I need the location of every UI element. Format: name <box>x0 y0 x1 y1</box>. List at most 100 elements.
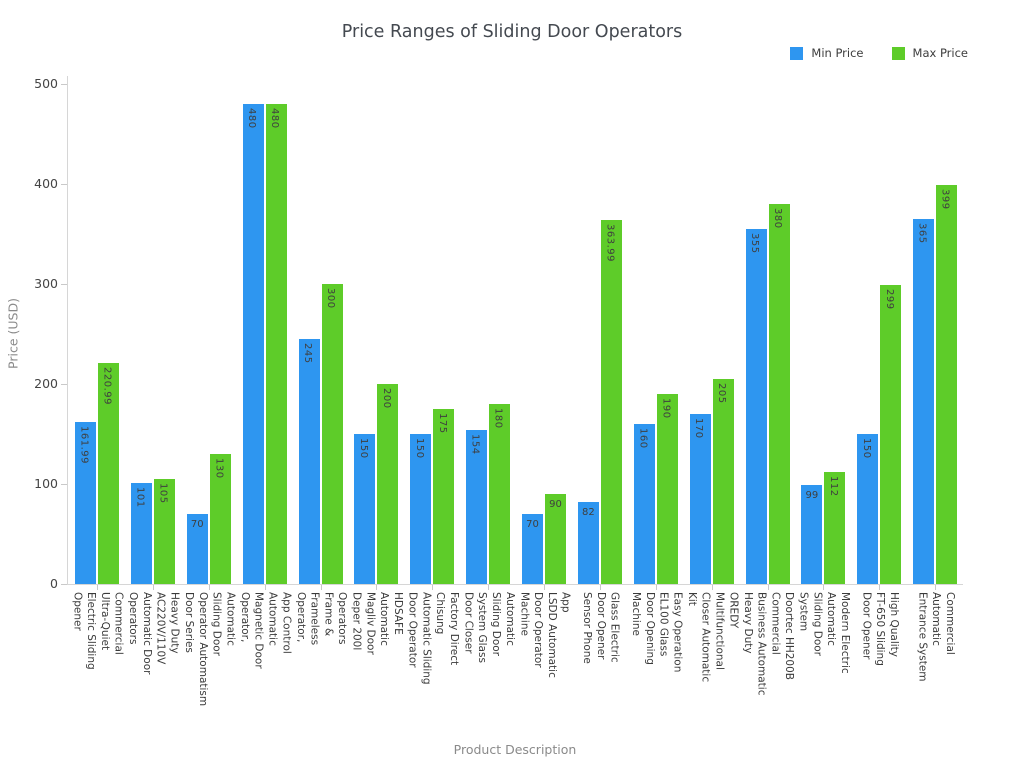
x-tick-mark <box>711 585 713 590</box>
x-tick-label: Easy Operation EL100 Glass Door Opening … <box>630 592 684 673</box>
x-tick-label: High Quality FT-650 Sliding Door Opener <box>860 592 900 666</box>
max-price-bar <box>545 494 567 584</box>
max-price-bar <box>600 220 622 584</box>
bar-value-label: 82 <box>582 507 595 518</box>
max-price-bar <box>265 104 287 584</box>
bar-value-label: 480 <box>269 108 281 129</box>
x-tick-mark <box>488 585 490 590</box>
bar-value-label: 112 <box>827 476 839 497</box>
max-price-bar <box>209 454 231 584</box>
x-tick-mark <box>208 585 210 590</box>
bar-value-label: 245 <box>302 343 314 364</box>
x-tick-mark <box>320 585 322 590</box>
legend-label-min: Min Price <box>811 46 864 60</box>
x-axis-title: Product Description <box>453 742 577 757</box>
x-tick-label: Glass Electric Door Opener Sensor Phone <box>581 592 621 664</box>
y-tick-mark <box>61 384 67 385</box>
bar-value-label: 355 <box>749 233 761 254</box>
bar-value-label: 300 <box>325 288 337 309</box>
bar-value-label: 180 <box>492 408 504 429</box>
max-price-bar <box>433 409 455 584</box>
min-price-bar <box>633 424 655 584</box>
y-tick-label: 300 <box>34 276 58 291</box>
x-tick-mark <box>544 585 546 590</box>
bar-value-label: 150 <box>413 438 425 459</box>
x-tick-mark <box>264 585 266 590</box>
x-tick-label: App Control Automatic Magnetic Door Oper… <box>238 592 293 669</box>
min-price-swatch-icon <box>790 46 804 60</box>
chart-title: Price Ranges of Sliding Door Operators <box>341 22 683 42</box>
y-tick-mark <box>61 84 67 85</box>
bar-value-label: 150 <box>357 438 369 459</box>
y-tick-label: 200 <box>34 376 58 391</box>
x-tick-mark <box>879 585 881 590</box>
bar-value-label: 101 <box>134 487 146 508</box>
y-tick-label: 100 <box>34 476 58 491</box>
x-tick-label: Automatic Sliding Door Operator Automati… <box>183 592 237 707</box>
max-price-bar <box>98 363 120 584</box>
min-price-bar <box>801 485 823 584</box>
bar-value-label: 205 <box>716 383 728 404</box>
legend: Min Price Max Price <box>790 46 968 60</box>
legend-item-min-price[interactable]: Min Price <box>790 46 864 60</box>
min-price-bar <box>522 514 544 584</box>
y-tick-label: 0 <box>50 576 58 591</box>
min-price-bar <box>354 434 376 584</box>
min-price-bar <box>242 104 264 584</box>
legend-item-max-price[interactable]: Max Price <box>891 46 968 60</box>
x-tick-mark <box>432 585 434 590</box>
x-tick-mark <box>823 585 825 590</box>
bar-value-label: 299 <box>883 289 895 310</box>
bar-value-label: 480 <box>246 108 258 129</box>
y-tick-label: 400 <box>34 176 58 191</box>
bar-value-label: 363.99 <box>604 224 616 262</box>
bar-value-label: 220.99 <box>101 367 113 405</box>
y-tick-mark <box>61 184 67 185</box>
y-axis-line <box>67 76 68 585</box>
x-tick-mark <box>97 585 99 590</box>
x-tick-mark <box>935 585 937 590</box>
x-tick-mark <box>655 585 657 590</box>
y-tick-mark <box>61 584 67 585</box>
x-axis-line <box>67 584 963 585</box>
x-tick-label: Modern Electric Automatic Sliding Door S… <box>797 592 852 674</box>
max-price-bar <box>321 284 343 584</box>
x-tick-mark <box>599 585 601 590</box>
max-price-bar <box>153 479 175 584</box>
x-tick-label: Doortec HH200B Commercial Business Autom… <box>741 592 796 696</box>
bar-value-label: 365 <box>916 223 928 244</box>
bar-value-label: 90 <box>549 499 562 510</box>
x-tick-label: HDSAFE Automatic Magliv Door Deper 200l <box>350 592 405 655</box>
min-price-bar <box>130 483 152 584</box>
x-tick-mark <box>767 585 769 590</box>
bar-value-label: 200 <box>380 388 392 409</box>
x-tick-label: Commercial Ultra-Quiet Electric Sliding … <box>71 592 125 670</box>
bar-value-label: 380 <box>772 208 784 229</box>
max-price-bar <box>936 185 958 584</box>
bar-value-label: 130 <box>213 458 225 479</box>
max-price-bar <box>880 285 902 584</box>
bar-value-label: 190 <box>660 398 672 419</box>
y-tick-mark <box>61 484 67 485</box>
x-tick-label: Automatic Sliding Door System Glass Door… <box>462 592 516 663</box>
min-price-bar <box>410 434 432 584</box>
min-price-bar <box>689 414 711 584</box>
bar-value-label: 154 <box>469 434 481 455</box>
bar-value-label: 70 <box>526 519 539 530</box>
min-price-bar <box>466 430 488 584</box>
max-price-bar <box>824 472 846 584</box>
x-tick-label: Factory Direct Chisung Automatic Sliding… <box>406 592 460 685</box>
bar-value-label: 170 <box>693 418 705 439</box>
min-price-bar <box>745 229 767 584</box>
max-price-swatch-icon <box>891 46 905 60</box>
x-tick-label: Heavy Duty AC220V/110V Automatic Door Op… <box>127 592 181 675</box>
max-price-bar <box>377 384 399 584</box>
min-price-bar <box>913 219 935 584</box>
bar-value-label: 161.99 <box>78 426 90 464</box>
x-tick-mark <box>152 585 154 590</box>
max-price-bar <box>712 379 734 584</box>
x-tick-label: Operators Frame & Frameless Operator, <box>294 592 349 646</box>
bar-value-label: 399 <box>939 189 951 210</box>
max-price-bar <box>489 404 511 584</box>
